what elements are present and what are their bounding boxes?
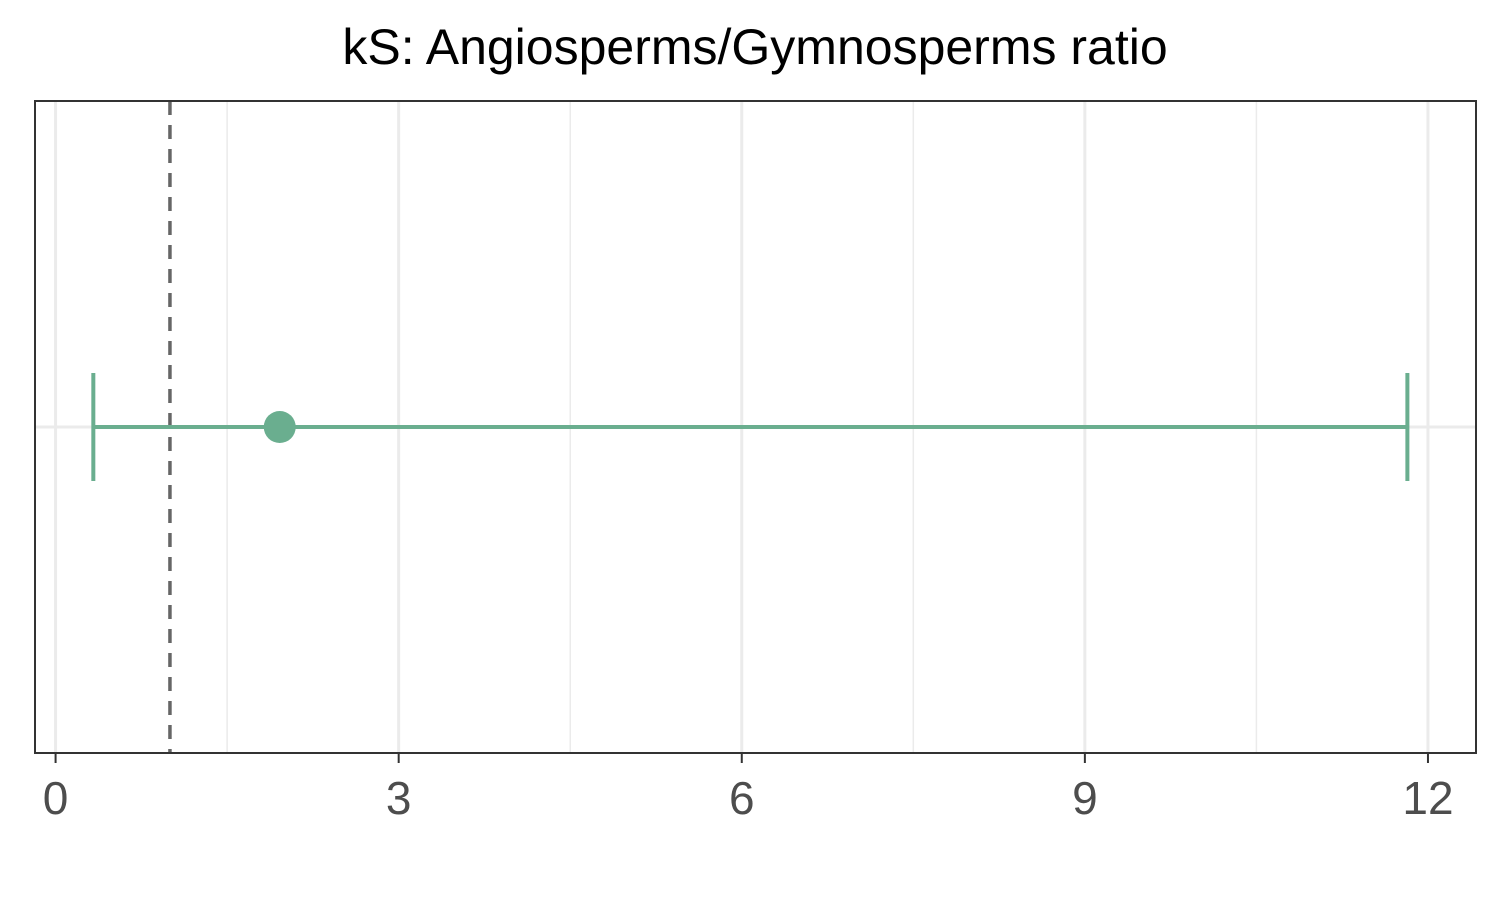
x-tick-label: 6 — [729, 772, 755, 824]
chart-title: kS: Angiosperms/Gymnosperms ratio — [342, 19, 1167, 75]
x-tick-label: 12 — [1402, 772, 1453, 824]
x-axis: 0 3 6 9 12 — [43, 753, 1454, 824]
panel-border — [34, 100, 1477, 754]
point-estimate — [263, 411, 296, 443]
errorbar-series — [91, 373, 1410, 481]
x-tick-label: 0 — [43, 772, 69, 824]
x-tick-label: 9 — [1072, 772, 1098, 824]
x-tick-label: 3 — [386, 772, 412, 824]
